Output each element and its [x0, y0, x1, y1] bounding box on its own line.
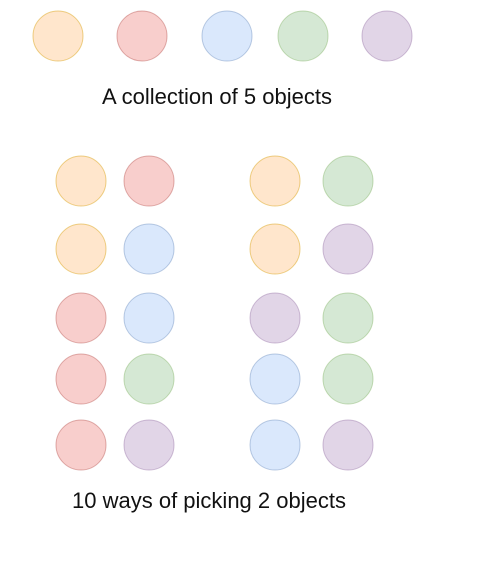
- pair-circle-purple: [322, 223, 374, 275]
- pair-circle-red: [55, 353, 107, 405]
- pair-circle-purple: [249, 292, 301, 344]
- pair-circle-green: [322, 353, 374, 405]
- pair-circle-red: [55, 419, 107, 471]
- pair-left-1: [55, 155, 175, 207]
- pairs-caption: 10 ways of picking 2 objects: [72, 488, 346, 513]
- pair-right-4: [249, 353, 374, 405]
- pair-right-1: [249, 155, 374, 207]
- pair-circle-blue: [249, 353, 301, 405]
- pair-circle-orange: [249, 223, 301, 275]
- pair-right-3: [249, 292, 374, 344]
- pair-left-2: [55, 223, 175, 275]
- object-circle-orange: [32, 10, 84, 62]
- object-circle-purple: [361, 10, 413, 62]
- pair-circle-blue: [123, 223, 175, 275]
- collection-caption: A collection of 5 objects: [102, 84, 332, 109]
- pair-circle-green: [123, 353, 175, 405]
- object-circle-blue: [201, 10, 253, 62]
- pair-circle-blue: [249, 419, 301, 471]
- pair-circle-green: [322, 155, 374, 207]
- pair-circle-red: [123, 155, 175, 207]
- pair-left-3: [55, 292, 175, 344]
- pair-circle-blue: [123, 292, 175, 344]
- pair-circle-red: [55, 292, 107, 344]
- object-circle-red: [116, 10, 168, 62]
- pair-circle-green: [322, 292, 374, 344]
- pair-circle-orange: [55, 223, 107, 275]
- pair-circle-orange: [249, 155, 301, 207]
- pairs-left-column: [55, 155, 175, 471]
- collection-row: [32, 10, 413, 62]
- pairs-right-column: [249, 155, 374, 471]
- pair-circle-purple: [322, 419, 374, 471]
- pair-right-2: [249, 223, 374, 275]
- object-circle-green: [277, 10, 329, 62]
- pair-left-5: [55, 419, 175, 471]
- pair-circle-orange: [55, 155, 107, 207]
- pair-circle-purple: [123, 419, 175, 471]
- pair-right-5: [249, 419, 374, 471]
- pair-left-4: [55, 353, 175, 405]
